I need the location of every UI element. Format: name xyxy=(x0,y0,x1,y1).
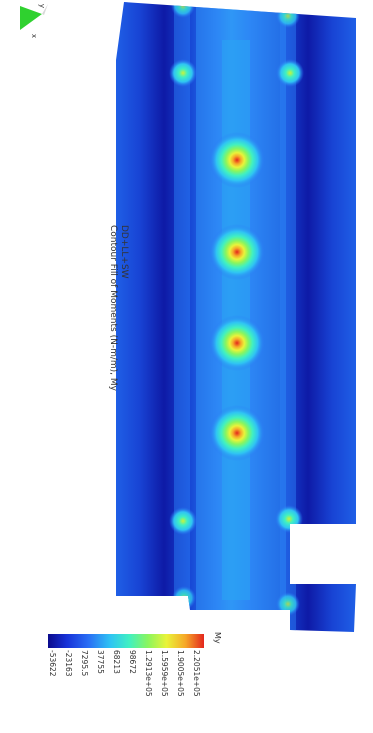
plot-title-block: DD+LL+SW Contour Fill of Moments (N-m/m)… xyxy=(99,225,129,485)
legend-tick: 98672 xyxy=(128,650,137,674)
legend-tick: -23163 xyxy=(64,650,73,677)
legend-tick: 2.2051e+05 xyxy=(192,650,201,697)
plot-title: Contour Fill of Moments (N-m/m), My xyxy=(108,225,118,391)
column-left-bottom xyxy=(169,507,197,535)
column-left-top xyxy=(169,59,197,87)
edge-right-bottom xyxy=(276,592,300,616)
legend-tick: 1.9005e+05 xyxy=(176,650,185,697)
column-right-bottom xyxy=(275,505,303,533)
legend-tick: 7295.5 xyxy=(80,650,89,677)
legend-tick: 68213 xyxy=(112,650,121,674)
legend-title: My xyxy=(213,632,222,644)
edge-right-top xyxy=(276,4,300,28)
column-right-top xyxy=(276,59,304,87)
legend-tick: -53622 xyxy=(48,650,57,677)
legend-tick: 1.5959e+05 xyxy=(160,650,169,697)
contour-plot xyxy=(116,2,356,632)
edge-left-bottom xyxy=(172,586,196,610)
legend-colorbar xyxy=(48,634,204,648)
legend-ticks: -53622 -23163 7295.5 37755 68213 98672 1… xyxy=(48,650,208,714)
peak-3 xyxy=(209,315,265,371)
legend: My -53622 -23163 7295.5 37755 68213 9867… xyxy=(44,626,244,716)
peak-1 xyxy=(209,132,265,188)
axis-triad-icon xyxy=(20,4,48,30)
contour-plot-svg xyxy=(116,2,356,632)
legend-tick: 37755 xyxy=(96,650,105,674)
legend-tick: 1.2913e+05 xyxy=(144,650,153,697)
load-case-label: DD+LL+SW xyxy=(119,225,129,279)
axis-triad: y x xyxy=(14,2,54,42)
peak-2 xyxy=(209,224,265,280)
peak-4 xyxy=(209,405,265,461)
